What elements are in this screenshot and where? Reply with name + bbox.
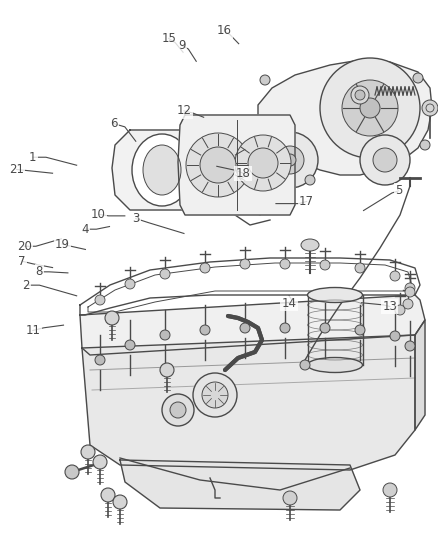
Circle shape [360,135,410,185]
Text: 12: 12 [177,104,191,117]
Text: 3: 3 [132,212,139,225]
Circle shape [160,363,174,377]
Circle shape [186,133,250,197]
Polygon shape [178,115,295,215]
Circle shape [320,323,330,333]
Circle shape [395,305,405,315]
Circle shape [160,269,170,279]
Text: 16: 16 [217,25,232,37]
Circle shape [422,100,438,116]
Circle shape [320,260,330,270]
Circle shape [193,373,237,417]
Polygon shape [258,60,432,175]
Polygon shape [415,320,425,430]
Ellipse shape [143,145,181,195]
Circle shape [355,90,365,100]
Polygon shape [112,130,215,210]
Text: 19: 19 [55,238,70,251]
Circle shape [283,491,297,505]
Circle shape [170,402,186,418]
Text: 13: 13 [382,300,397,313]
Polygon shape [242,120,300,215]
Text: 10: 10 [91,208,106,221]
Circle shape [113,495,127,509]
Ellipse shape [307,287,363,303]
Circle shape [300,360,310,370]
Text: 1: 1 [29,151,37,164]
Circle shape [360,98,380,118]
Circle shape [355,325,365,335]
Circle shape [355,263,365,273]
Circle shape [405,283,415,293]
Ellipse shape [301,239,319,251]
Text: 18: 18 [236,167,251,180]
Circle shape [342,80,398,136]
Circle shape [390,271,400,281]
Ellipse shape [132,134,192,206]
Ellipse shape [307,358,363,373]
Circle shape [95,295,105,305]
Circle shape [320,58,420,158]
Circle shape [101,488,115,502]
Text: 11: 11 [25,324,40,337]
Text: 8: 8 [36,265,43,278]
Circle shape [105,311,119,325]
Circle shape [200,147,236,183]
Circle shape [276,146,304,174]
Circle shape [262,132,318,188]
Circle shape [95,355,105,365]
Circle shape [383,483,397,497]
Polygon shape [80,295,425,355]
Circle shape [202,382,228,408]
Circle shape [373,148,397,172]
Text: 7: 7 [18,255,26,268]
Circle shape [284,154,296,166]
Circle shape [65,465,79,479]
Text: 17: 17 [299,195,314,208]
Circle shape [160,330,170,340]
Circle shape [280,259,290,269]
Circle shape [351,86,369,104]
Circle shape [240,323,250,333]
Text: 4: 4 [81,223,89,236]
Circle shape [405,341,415,351]
Circle shape [420,140,430,150]
Circle shape [403,299,413,309]
Circle shape [200,325,210,335]
Circle shape [235,135,291,191]
Circle shape [125,340,135,350]
Text: 9: 9 [178,39,186,52]
Circle shape [125,279,135,289]
Polygon shape [82,335,415,470]
Text: 5: 5 [395,184,402,197]
Circle shape [162,394,194,426]
Circle shape [405,287,415,297]
Circle shape [280,323,290,333]
Circle shape [81,445,95,459]
Circle shape [93,455,107,469]
Circle shape [240,259,250,269]
Text: 15: 15 [161,32,176,45]
Circle shape [390,331,400,341]
Text: 20: 20 [17,240,32,253]
Polygon shape [120,460,360,510]
Circle shape [200,263,210,273]
Text: 2: 2 [22,279,30,292]
Circle shape [413,73,423,83]
Text: 14: 14 [282,297,297,310]
Circle shape [260,75,270,85]
Text: 21: 21 [9,163,24,176]
Circle shape [248,148,278,178]
Circle shape [305,175,315,185]
Text: 6: 6 [110,117,118,130]
